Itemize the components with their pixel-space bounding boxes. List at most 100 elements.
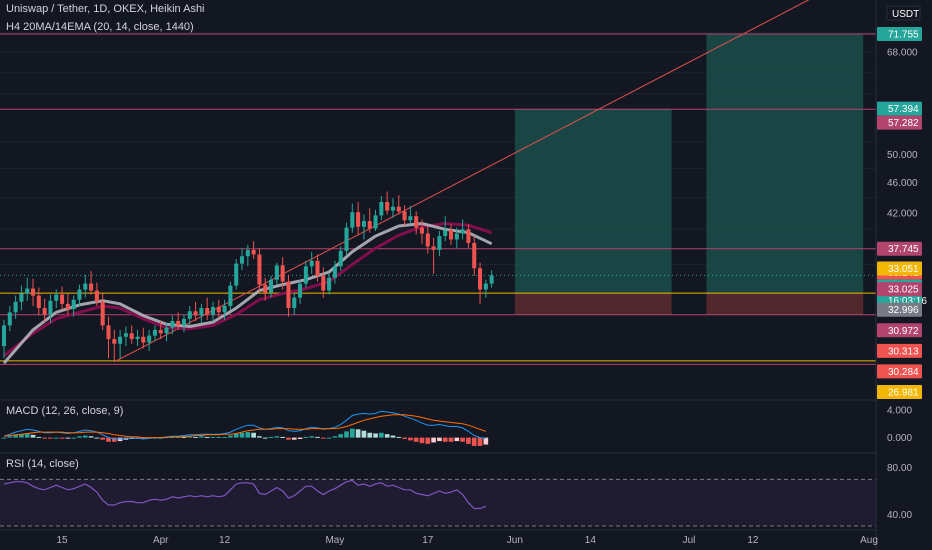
macd-histogram-bar [408,437,413,441]
candle [460,219,465,240]
candle-body [30,288,36,296]
candle [379,195,384,221]
candle-body [251,249,256,255]
candle [367,208,372,233]
macd-histogram-bar [222,436,227,438]
candle-body [118,336,123,344]
price-axis[interactable]: 68.00055.00050.00046.00042.000USDT71.755… [877,0,932,550]
macd-histogram-bar [251,432,256,438]
candle-body [152,329,157,336]
macd-histogram-bar [88,436,94,438]
candle-body [379,202,384,216]
time-tick: Apr [153,535,169,546]
macd-histogram-bar [361,430,367,438]
candle-body [385,202,390,211]
candle [448,224,454,245]
candle [216,299,221,319]
candle [77,284,82,306]
macd-histogram-bar [262,437,268,439]
time-tick: Jun [507,535,523,546]
time-axis[interactable]: 15 Apr 12 May 17 Jun 14 Jul 12 Aug [56,535,877,546]
price-tick: 42.000 [887,209,918,220]
rsi-tick: 40.00 [887,510,912,521]
ma20-line [2,222,493,365]
candle [356,202,361,235]
candle [83,274,88,298]
macd-histogram-bar [175,436,181,438]
time-tick: 12 [219,535,231,546]
candle [454,227,459,249]
time-tick: 17 [422,535,434,546]
macd-histogram-bar [274,436,280,438]
candle [431,237,436,274]
candle [443,216,448,242]
price-tag [877,323,922,338]
rsi-tick: 80.00 [887,463,912,474]
macd-histogram-bar [53,437,59,439]
candle [483,279,488,298]
indicator-legend[interactable]: H4 20MA/14EMA (20, 14, close, 1440) [6,21,194,33]
candle [263,277,268,301]
candle [135,329,140,347]
candle-body [367,221,372,229]
candle [396,195,401,215]
macd-histogram-bar [379,432,384,438]
price-tag-label: 57.394 [888,104,919,115]
price-tag [877,282,922,297]
candle-body [350,212,355,228]
rsi-legend[interactable]: RSI (14, close) [6,458,79,470]
price-tag [877,385,922,399]
candle-body [274,265,279,280]
macd-histogram-bar [210,436,216,438]
candle-body [431,246,436,250]
candle-body [25,288,30,294]
candle-body [36,295,41,309]
macd-histogram-bar [111,437,117,442]
macd-histogram-bar [94,437,100,439]
candle [315,254,320,282]
candle-body [181,318,186,326]
candle [158,321,163,340]
macd-histogram-bar [71,437,76,439]
candle [129,325,134,344]
macd-histogram-bar [431,437,436,443]
macd-histogram-bar [19,434,24,438]
macd-legend[interactable]: MACD (12, 26, close, 9) [6,405,124,417]
horizontal-lines [0,33,876,365]
candle [361,214,366,240]
candle [193,301,198,322]
macd-histogram-bar [326,437,332,439]
candle [321,267,326,298]
candle [54,289,59,309]
candle-body [437,236,442,250]
candle-body [112,339,117,344]
candle-body [425,233,430,247]
rsi-pane [0,478,876,527]
macd-histogram-bar [24,433,30,438]
candle [19,285,24,311]
macd-histogram-bar [204,436,210,438]
candle [123,326,128,347]
candle-body [321,275,326,291]
candle [269,275,274,298]
candle-body [123,333,128,337]
candle-body [147,335,152,343]
time-tick: 12 [747,535,759,546]
candle-body [280,265,285,282]
ema14-line [3,222,493,357]
candle [286,274,291,317]
price-tag-label: 30.313 [888,346,919,357]
candle [292,292,297,315]
candle [234,258,239,290]
candle [425,225,430,254]
price-tag-label: 30.972 [888,326,919,337]
price-tick: 46.000 [887,178,918,189]
macd-histogram-bar [82,435,88,438]
candle-body [361,221,366,227]
signal-line [3,414,486,439]
candle [94,282,99,306]
candle [245,244,250,267]
candle [222,299,227,320]
candle-body [303,266,308,284]
